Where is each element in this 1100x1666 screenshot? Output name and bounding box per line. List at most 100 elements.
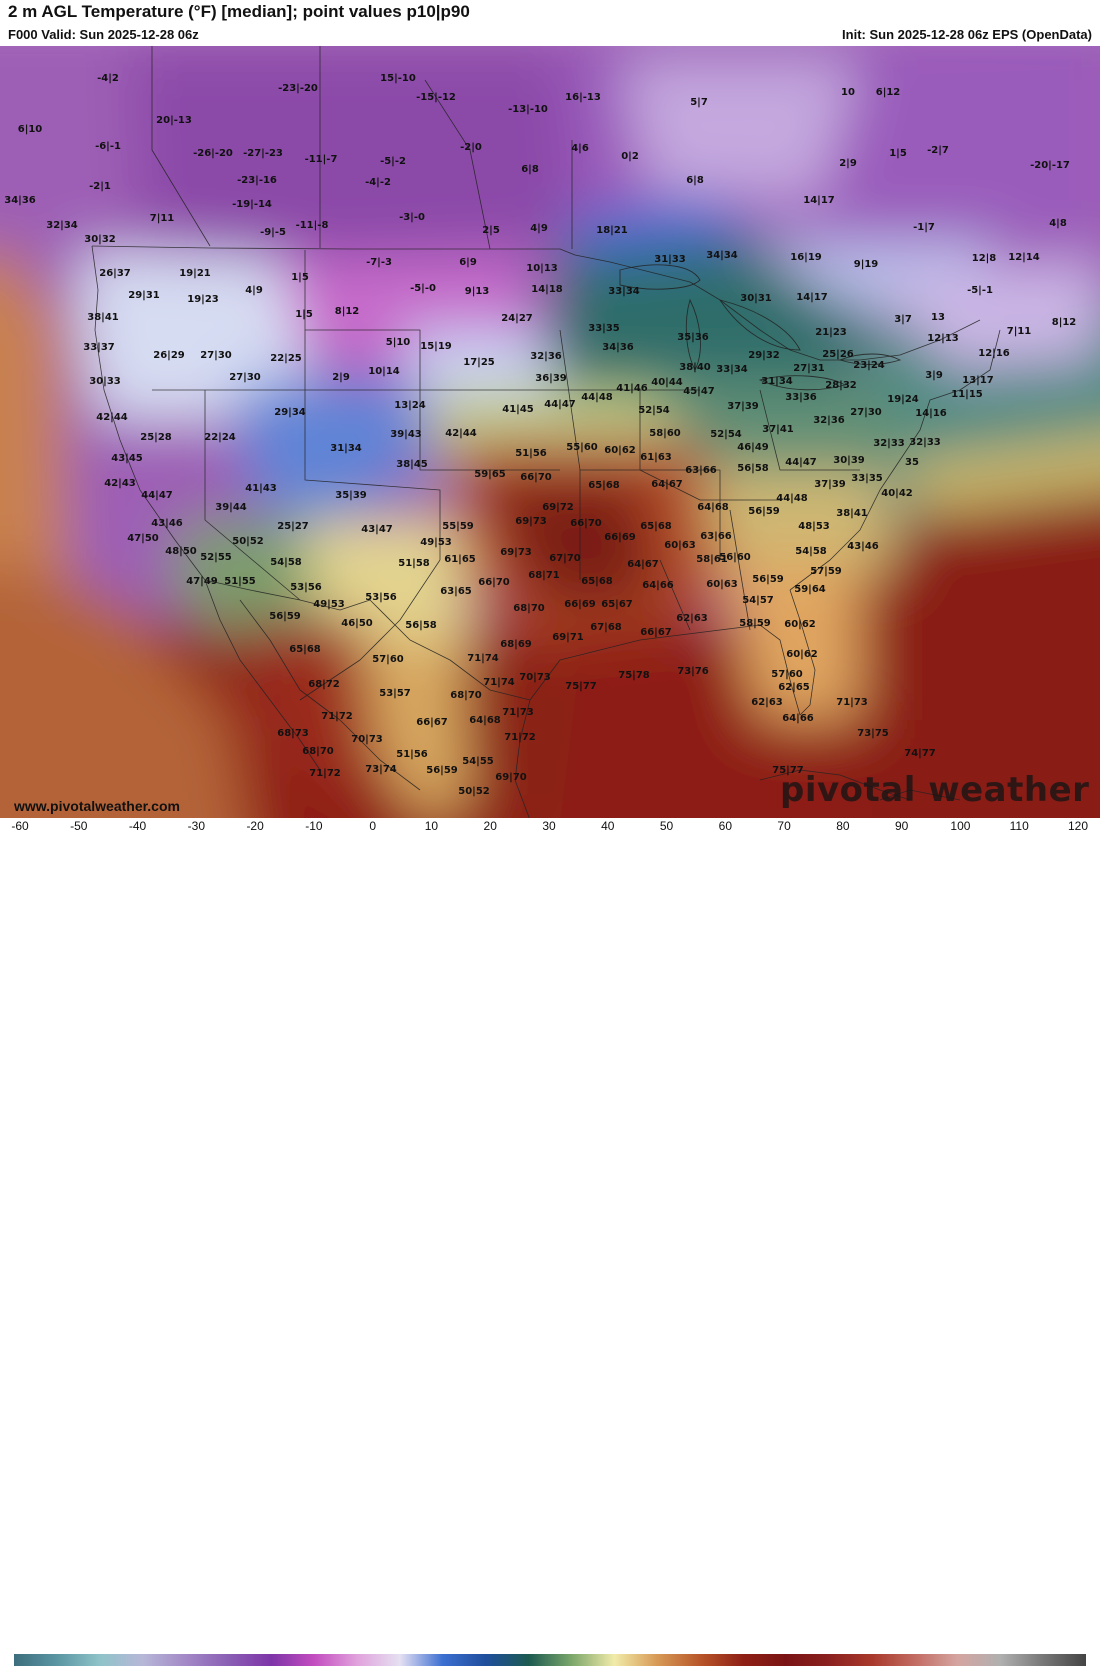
- website-url: www.pivotalweather.com: [14, 798, 180, 814]
- canada-us-border: [91, 245, 981, 361]
- point-value-label: 57|60: [771, 669, 803, 680]
- point-value-label: -7|-3: [366, 257, 392, 268]
- point-value-label: 14|18: [531, 284, 563, 295]
- point-value-label: 58|61: [696, 554, 728, 565]
- point-value-label: 71|72: [321, 711, 353, 722]
- point-value-label: 13|17: [962, 375, 994, 386]
- point-value-label: 7|11: [150, 213, 175, 224]
- point-value-label: 50|52: [232, 536, 264, 547]
- point-value-label: 56|59: [426, 765, 458, 776]
- point-value-label: 38|40: [679, 362, 711, 373]
- point-value-label: 64|67: [627, 559, 659, 570]
- legend-tick-label: 100: [950, 819, 971, 833]
- mexico-west-coast: [239, 599, 421, 791]
- point-value-label: 58|59: [739, 618, 771, 629]
- point-value-label: 2|9: [332, 372, 350, 383]
- init-time: Init: Sun 2025-12-28 06z EPS (OpenData): [842, 27, 1092, 42]
- point-value-label: -5|-1: [967, 285, 993, 296]
- point-value-label: 71|73: [836, 697, 868, 708]
- point-value-label: 19|23: [187, 294, 219, 305]
- point-value-label: 2|9: [839, 158, 857, 169]
- colorbar-gradient: [14, 1654, 1086, 1666]
- legend-tick-label: 50: [659, 819, 674, 833]
- point-value-label: 62|63: [751, 697, 783, 708]
- point-value-label: 8|12: [335, 306, 360, 317]
- point-value-label: 33|34: [716, 364, 748, 375]
- point-value-label: 19|21: [179, 268, 211, 279]
- point-value-label: 27|30: [850, 407, 882, 418]
- point-value-label: 60|62: [786, 649, 818, 660]
- point-value-label: -27|-23: [243, 148, 283, 159]
- point-value-label: 4|8: [1049, 218, 1067, 229]
- point-value-label: 65|68: [640, 521, 672, 532]
- point-value-label: 37|39: [727, 401, 759, 412]
- point-value-label: 8|12: [1052, 317, 1077, 328]
- point-value-label: 44|47: [544, 399, 576, 410]
- point-value-label: 42|43: [104, 478, 136, 489]
- legend-tick-label: 120: [1067, 819, 1089, 833]
- legend-tick-label: -40: [128, 819, 147, 833]
- legend-tick-label: 30: [542, 819, 556, 833]
- point-value-label: 66|67: [416, 717, 448, 728]
- point-value-label: 29|31: [128, 290, 160, 301]
- point-value-label: 30|32: [84, 234, 116, 245]
- legend-tick-label: -10: [305, 819, 323, 833]
- point-value-label: 64|66: [642, 580, 674, 591]
- point-value-label: 29|32: [748, 350, 780, 361]
- point-value-label: 6|8: [521, 164, 539, 175]
- point-value-label: 37|39: [814, 479, 846, 490]
- point-value-label: 24|27: [501, 313, 533, 324]
- point-value-label: 68|72: [308, 679, 340, 690]
- point-value-label: 64|68: [469, 715, 501, 726]
- point-value-label: 32|34: [46, 220, 78, 231]
- point-value-label: 41|46: [616, 383, 648, 394]
- point-value-label: -20|-17: [1030, 160, 1070, 171]
- point-value-label: 56|59: [748, 506, 780, 517]
- point-value-label: 36|39: [535, 373, 567, 384]
- point-value-label: 56|59: [269, 611, 301, 622]
- point-value-label: 64|66: [782, 713, 814, 724]
- point-value-label: 25|26: [822, 349, 854, 360]
- point-value-label: 70|73: [351, 734, 383, 745]
- legend-tick-label: 80: [836, 819, 850, 833]
- baja-california: [204, 579, 321, 771]
- point-value-label: 55|60: [566, 442, 598, 453]
- point-value-label: 33|37: [83, 342, 115, 353]
- point-value-label: -11|-8: [296, 220, 329, 231]
- temperature-field: [0, 46, 1100, 818]
- point-value-label: 60|63: [664, 540, 696, 551]
- point-value-label: 63|66: [685, 465, 717, 476]
- point-value-label: 7|11: [1007, 326, 1032, 337]
- us-mexico-border: [204, 579, 531, 701]
- point-value-label: 38|45: [396, 459, 428, 470]
- point-value-label: 68|70: [302, 746, 334, 757]
- point-value-label: 35|39: [335, 490, 367, 501]
- point-value-label: 3|7: [894, 314, 912, 325]
- point-value-label: 11|15: [951, 389, 983, 400]
- legend-tick-label: 110: [1009, 819, 1029, 833]
- point-value-label: -23|-20: [278, 83, 318, 94]
- point-value-label: 65|67: [601, 599, 633, 610]
- point-value-label: -2|1: [89, 181, 111, 192]
- point-value-label: -5|-2: [380, 156, 406, 167]
- point-value-label: 70|73: [519, 672, 551, 683]
- point-value-label: 31|34: [330, 443, 362, 454]
- point-value-label: 52|54: [710, 429, 742, 440]
- point-value-label: 10|13: [526, 263, 558, 274]
- point-value-label: 38|41: [836, 508, 868, 519]
- point-value-label: 4|9: [245, 285, 263, 296]
- point-value-label: 51|55: [224, 576, 256, 587]
- legend-tick-label: 10: [424, 819, 439, 833]
- point-value-label: 1|5: [889, 148, 907, 159]
- point-value-label: 62|65: [778, 682, 810, 693]
- point-value-label: 22|25: [270, 353, 302, 364]
- point-value-label: 37|41: [762, 424, 794, 435]
- point-value-label: -15|-12: [416, 92, 456, 103]
- point-value-label: 56|58: [405, 620, 437, 631]
- legend-tick-label: 40: [601, 819, 615, 833]
- point-value-label: 54|58: [270, 557, 302, 568]
- point-value-label: 15|19: [420, 341, 452, 352]
- us-west-coast: [91, 245, 206, 581]
- point-value-label: 12|16: [978, 348, 1010, 359]
- point-value-label: 54|57: [742, 595, 774, 606]
